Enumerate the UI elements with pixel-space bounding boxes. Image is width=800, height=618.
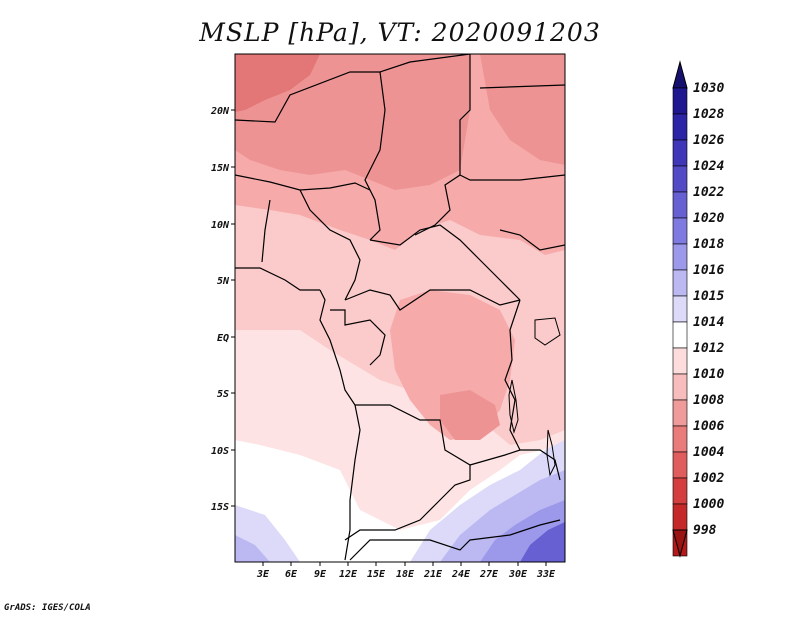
colorbar-label: 1004 [693, 445, 724, 460]
field-lavender [235, 535, 270, 562]
lon-label: 21E [423, 569, 443, 580]
border-car [369, 224, 521, 301]
border-chad-west [364, 71, 386, 241]
field-blue-se [520, 522, 565, 562]
lake-tanganyika [508, 379, 519, 434]
colorbar-top-arrow [672, 60, 688, 89]
lon-label: 9E [314, 569, 327, 580]
colorbar-labels: 1030 1028 1026 1024 1022 1020 1018 1016 1015 1014… [693, 81, 724, 538]
colorbar-label: 1022 [693, 185, 724, 200]
lake-victoria [534, 317, 561, 346]
lakes [508, 317, 561, 477]
colorbar-label: 1010 [693, 367, 724, 382]
lon-label: 15E [367, 569, 386, 580]
lat-label: 20N [210, 106, 230, 117]
border-gulf [235, 267, 320, 291]
border-sudan-east [479, 84, 565, 89]
colorbar-label: 1018 [693, 237, 724, 252]
field-rose-congo [440, 390, 500, 440]
field-red-nw [235, 54, 320, 112]
colorbar-cell [672, 269, 688, 297]
colorbar-label: 1030 [693, 81, 724, 96]
lon-axis: 3E 6E 9E 12E 15E 18E 21E 24E 27E 30E 33E [256, 562, 556, 580]
colorbar-cell [672, 477, 688, 505]
colorbar-cell [672, 373, 688, 401]
border-zambia [469, 449, 561, 481]
border-car-south [344, 289, 521, 311]
border-niger-nigeria [235, 174, 371, 191]
border-drc-east [504, 299, 521, 451]
lon-label: 30E [508, 569, 528, 580]
colorbar-cell [672, 321, 688, 349]
colorbar-label: 1024 [693, 159, 724, 174]
lon-label: 24E [451, 569, 471, 580]
colorbar-cell [672, 503, 688, 531]
field-rose-ne [480, 54, 565, 165]
colorbar-bottom-arrow [672, 529, 688, 558]
colorbar-label: 1012 [693, 341, 724, 356]
border-north-1 [235, 54, 471, 123]
colorbar-label: 1006 [693, 419, 724, 434]
colorbar-cell [672, 295, 688, 323]
colorbar-cell [672, 399, 688, 427]
border-south [349, 519, 561, 561]
colorbar-cell [672, 139, 688, 167]
colorbar-cells [672, 87, 688, 557]
lat-axis: 20N 15N 10N 5N EQ 5S 10S 15S [210, 106, 235, 513]
lon-label: 33E [536, 569, 556, 580]
map-frame [234, 53, 566, 563]
colorbar-cell [672, 165, 688, 193]
grads-credit: GrADS: IGES/COLA [4, 603, 91, 613]
lon-label: 27E [479, 569, 499, 580]
country-borders [235, 54, 565, 561]
lat-label: 5S [217, 389, 229, 400]
colorbar-label: 1020 [693, 211, 724, 226]
lon-label: 6E [285, 569, 298, 580]
colorbar-label: 1014 [693, 315, 724, 330]
border-congo [330, 309, 386, 366]
lat-label: 10S [211, 446, 229, 457]
colorbar-label: 1002 [693, 471, 724, 486]
colorbar-label: 1008 [693, 393, 724, 408]
border-nigeria-cam [261, 189, 361, 301]
border-angola [344, 404, 471, 541]
field-rose-north [235, 54, 470, 190]
lat-label: EQ [217, 333, 229, 344]
colorbar-cell [672, 191, 688, 219]
lat-label: 10N [211, 220, 230, 231]
colorbar-label: 998 [693, 523, 717, 538]
chart-title: MSLP [hPa], VT: 2020091203 [199, 18, 601, 47]
lon-label: 3E [256, 569, 270, 580]
colorbar-cell [672, 113, 688, 141]
colorbar-cell [672, 217, 688, 245]
colorbar-cell [672, 87, 688, 115]
colorbar-label: 1026 [693, 133, 724, 148]
lon-label: 18E [396, 569, 415, 580]
pressure-field [235, 54, 565, 562]
border-south-sudan [459, 174, 565, 251]
coast-west [319, 289, 361, 561]
colorbar-cell [672, 243, 688, 271]
lon-label: 12E [339, 569, 358, 580]
lake-malawi [546, 429, 556, 477]
colorbar-cell [672, 425, 688, 453]
lat-label: 15N [211, 163, 230, 174]
colorbar-label: 1015 [693, 289, 724, 304]
border-north-2 [414, 54, 471, 236]
colorbar-label: 1000 [693, 497, 724, 512]
colorbar-cell [672, 451, 688, 479]
colorbar-label: 1028 [693, 107, 724, 122]
colorbar: 1030 1028 1026 1024 1022 1020 1018 1016 1015 1014… [672, 60, 724, 558]
colorbar-label: 1016 [693, 263, 724, 278]
lat-label: 5N [217, 276, 230, 287]
colorbar-cell [672, 347, 688, 375]
lat-label: 15S [211, 502, 229, 513]
